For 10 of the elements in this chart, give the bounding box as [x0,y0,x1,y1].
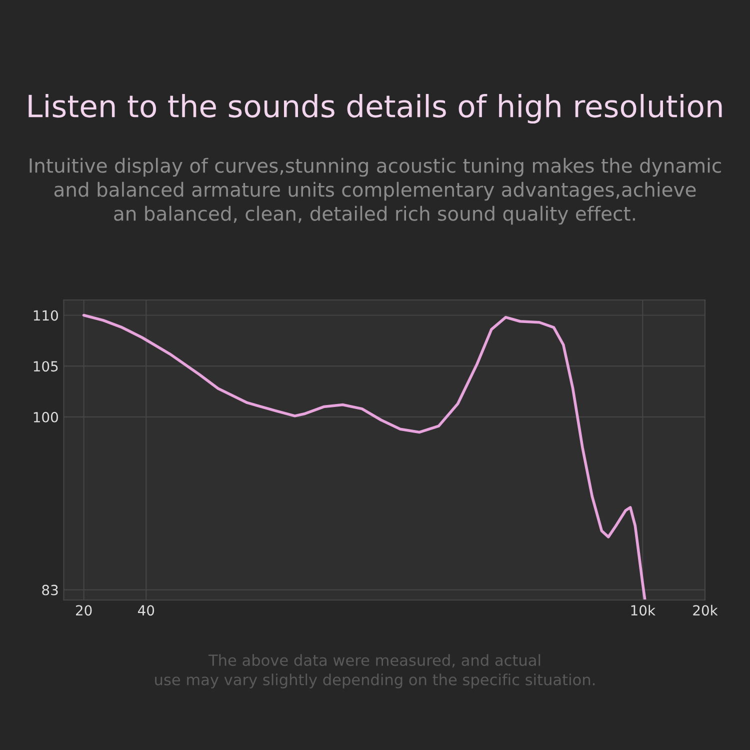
y-tick-label: 110 [34,310,58,321]
y-tick-label: 105 [34,361,58,372]
y-tick-label: 83 [42,584,58,596]
x-tick-label: 40 [138,605,154,616]
x-tick-label: 10k [631,604,656,616]
chart-subtitle: Intuitive display of curves,stunning acoustic tuning makes the dynamic and balanced armature units complementary advantages,achieve an balanced, clean, detailed rich sound quality effect. [30,158,721,225]
x-tick-label: 20 [76,605,92,616]
y-tick-label: 100 [34,412,58,422]
x-tick-label: 20k [693,604,718,616]
chart-title: Listen to the sounds details of high resolution [28,94,722,124]
